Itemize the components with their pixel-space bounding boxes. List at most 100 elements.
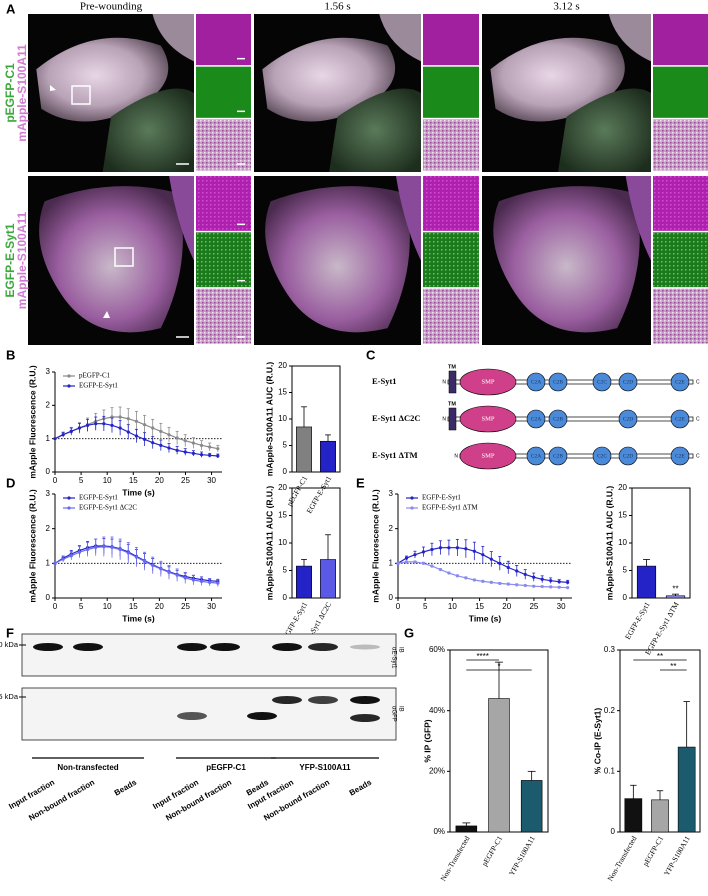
domain-label: C2D <box>623 379 633 385</box>
data-point <box>102 422 106 426</box>
x-tick-label: 15 <box>129 476 138 485</box>
c2-domain <box>618 372 638 392</box>
band <box>350 696 380 704</box>
y-tick-label: 0 <box>46 467 51 476</box>
data-point <box>515 569 519 573</box>
tm-label: TM <box>448 401 456 407</box>
group-label: Non-transfected <box>57 763 118 772</box>
x-tick-label: pEGFP-C1 <box>641 834 666 868</box>
data-point <box>208 453 212 457</box>
inset <box>423 14 479 66</box>
lane-label: Non-bound fraction <box>27 778 96 823</box>
y-tick-label: 20% <box>429 766 445 775</box>
domain-label: SMP <box>481 452 494 459</box>
data-point <box>515 583 519 587</box>
linker <box>447 379 694 385</box>
construct-name: E-Syt1 ΔTM <box>372 450 418 460</box>
data-point <box>481 579 485 583</box>
band <box>308 696 338 704</box>
cell <box>39 186 183 333</box>
blot <box>21 633 397 677</box>
bar <box>296 565 312 599</box>
data-point <box>557 585 561 589</box>
legend-marker <box>67 506 71 510</box>
domain-label: SMP <box>481 378 494 385</box>
timepoint-label: 1.56 s <box>324 1 350 13</box>
smp-domain <box>459 405 517 433</box>
data-point <box>199 443 204 447</box>
y-tick-label: 0 <box>611 827 616 836</box>
data-point <box>94 545 98 549</box>
marker-label: 35 kDa <box>0 692 19 701</box>
x-tick-label: 25 <box>181 476 190 485</box>
band <box>350 644 380 650</box>
legend-label: pEGFP-C1 <box>79 372 111 380</box>
n-terminus: N <box>454 453 458 459</box>
y-tick-label: 5 <box>283 566 288 575</box>
inset <box>423 66 479 118</box>
data-point <box>151 441 155 445</box>
data-point <box>438 567 443 572</box>
x-tick-label: pEGFP-C1 <box>285 474 310 508</box>
row-label: pEGFP-C1 <box>3 63 17 123</box>
data-point <box>455 574 459 578</box>
bar <box>455 825 478 833</box>
data-point <box>77 550 82 554</box>
data-point <box>540 577 544 581</box>
c2-domain <box>618 409 638 429</box>
data-point <box>110 545 114 549</box>
data-point <box>85 547 90 552</box>
y-tick-label: 0 <box>46 593 51 602</box>
y-tick-label: 20 <box>278 483 287 492</box>
legend-label: EGFP-E-Syt1 ΔC2C <box>79 504 137 512</box>
data-point <box>159 567 163 571</box>
y-tick-label: 1 <box>389 558 394 567</box>
x-tick-label: 30 <box>207 602 216 611</box>
band <box>308 643 338 651</box>
data-point <box>208 580 212 585</box>
x-tick-label: 15 <box>475 602 484 611</box>
y-tick-label: 40% <box>429 706 445 715</box>
panel-a: Pre-wounding 1.56 s 3.12 spEGFP-C1mApple-S… <box>3 1 708 345</box>
inset <box>653 176 708 231</box>
data-point <box>455 546 459 550</box>
n-terminus: N <box>442 379 446 385</box>
y-tick-label: 1 <box>46 434 51 443</box>
data-point <box>396 561 400 565</box>
y-axis-title: % IP (GFP) <box>422 719 432 762</box>
panel-letter: E <box>356 475 365 490</box>
x-tick-label: 30 <box>207 476 216 485</box>
inset <box>653 119 708 171</box>
y-tick-label: 15 <box>618 511 627 520</box>
x-tick-label: 30 <box>557 602 566 611</box>
x-tick-label: Non-Transfected <box>605 834 638 882</box>
roi-box <box>71 85 91 105</box>
y-tick-label: 20 <box>278 361 287 370</box>
x-tick-label: Non-Transfected <box>438 834 471 882</box>
data-point <box>126 417 130 421</box>
data-point <box>183 450 187 454</box>
x-tick-label: 5 <box>79 602 84 611</box>
c2-domain <box>526 372 546 392</box>
cell <box>36 37 169 122</box>
domain-label: C2D <box>623 453 633 459</box>
y-tick-label: 15 <box>278 511 287 520</box>
y-tick-label: 15 <box>278 388 287 397</box>
inset <box>653 66 708 118</box>
significance-label: ** <box>657 652 663 661</box>
data-point <box>566 580 570 585</box>
data-point <box>134 555 139 559</box>
domain-label: C2E <box>675 453 685 459</box>
x-tick-label: YFP-S100A11 <box>662 834 692 877</box>
legend-label: EGFP-E-Syt1 ΔTM <box>422 504 478 512</box>
data-point <box>53 561 57 565</box>
data-point <box>126 551 130 555</box>
tm-label: TM <box>448 364 456 370</box>
data-point <box>167 446 171 450</box>
domain-label: C2C <box>597 379 607 385</box>
y-tick-label: 3 <box>389 489 394 498</box>
data-point <box>183 439 187 443</box>
y-tick-label: 2 <box>46 524 51 533</box>
x-tick-label: 0 <box>396 602 401 611</box>
y-axis-title: % Co-IP (E-Syt1) <box>592 708 602 775</box>
